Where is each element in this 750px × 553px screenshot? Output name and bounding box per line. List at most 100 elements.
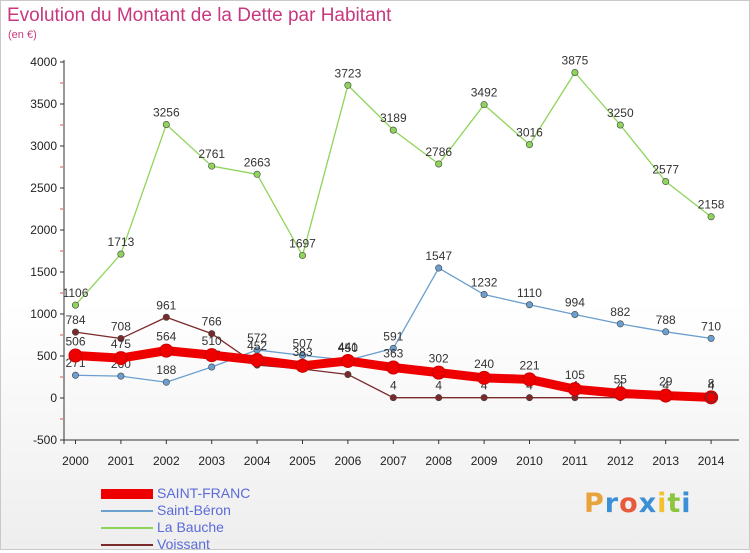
data-label-saint-franc: 383 — [292, 345, 312, 359]
data-point-voissant — [162, 313, 170, 321]
data-point-voissant — [72, 328, 80, 336]
data-label-voissant: 766 — [202, 315, 222, 329]
data-point-saint-franc — [250, 353, 265, 368]
data-point-la-bauche — [662, 178, 670, 186]
data-label-saint-b-ron: 450 — [338, 341, 358, 355]
y-tick-label: 4000 — [30, 55, 57, 69]
data-label-saint-b-ron: 1547 — [425, 249, 452, 263]
proxiti-logo: Proxiti — [584, 488, 692, 519]
logo-letter: i — [657, 488, 668, 519]
x-tick-label: 2013 — [652, 454, 679, 468]
data-label-saint-b-ron: 507 — [292, 336, 312, 350]
y-tick-label: 2500 — [30, 181, 57, 195]
data-label-saint-b-ron: 710 — [701, 319, 721, 333]
y-tick-label: 1500 — [30, 265, 57, 279]
data-point-saint-franc — [477, 370, 492, 385]
x-tick-label: 2001 — [108, 454, 135, 468]
data-label-saint-franc: 29 — [659, 375, 673, 389]
data-label-la-bauche: 1713 — [108, 235, 135, 249]
data-label-voissant: 961 — [156, 298, 176, 312]
data-label-saint-franc: 8 — [708, 376, 715, 390]
data-label-voissant: 708 — [111, 320, 131, 334]
data-label-la-bauche: 2786 — [425, 145, 452, 159]
data-label-voissant: 4 — [617, 379, 624, 393]
x-tick-label: 2004 — [244, 454, 271, 468]
data-label-voissant: 4 — [390, 379, 397, 393]
data-label-la-bauche: 2158 — [698, 198, 725, 212]
data-label-la-bauche: 2761 — [198, 147, 225, 161]
x-tick-label: 2009 — [471, 454, 498, 468]
data-label-saint-franc: 506 — [65, 334, 85, 348]
data-point-saint-b-ron — [72, 371, 80, 379]
data-label-la-bauche: 3492 — [471, 86, 498, 100]
legend-label: La Bauche — [157, 519, 224, 535]
data-point-saint-b-ron — [117, 372, 125, 380]
logo-letter: x — [638, 488, 658, 519]
data-point-voissant — [435, 394, 443, 402]
data-point-voissant — [480, 394, 488, 402]
data-point-la-bauche — [616, 121, 624, 129]
data-point-la-bauche — [571, 69, 579, 77]
data-label-saint-franc: 240 — [474, 357, 494, 371]
data-point-la-bauche — [525, 141, 533, 149]
data-point-voissant — [117, 335, 125, 343]
legend-label: Voissant — [157, 536, 210, 552]
data-point-voissant — [389, 394, 397, 402]
data-label-saint-franc: 105 — [565, 368, 585, 382]
data-label-la-bauche: 1697 — [289, 236, 316, 250]
data-label-saint-franc: 441 — [338, 340, 358, 354]
data-label-voissant: 784 — [65, 313, 85, 327]
data-point-saint-franc — [68, 348, 83, 363]
data-point-la-bauche — [208, 162, 216, 170]
data-label-saint-franc: 564 — [156, 330, 176, 344]
data-point-saint-franc — [522, 372, 537, 387]
data-label-saint-franc: 452 — [247, 339, 267, 353]
data-point-saint-b-ron — [208, 363, 216, 371]
x-tick-label: 2002 — [153, 454, 180, 468]
data-point-saint-franc — [340, 353, 355, 368]
y-tick-label: 2000 — [30, 223, 57, 237]
x-tick-label: 2014 — [698, 454, 725, 468]
logo-letter: r — [604, 488, 620, 519]
data-label-la-bauche: 2663 — [244, 155, 271, 169]
data-label-saint-franc: 363 — [383, 347, 403, 361]
data-point-saint-b-ron — [662, 328, 670, 336]
data-label-saint-b-ron: 882 — [610, 305, 630, 319]
data-point-voissant — [208, 330, 216, 338]
logo-letter: P — [584, 488, 605, 519]
data-label-la-bauche: 3723 — [335, 66, 362, 80]
data-point-la-bauche — [344, 81, 352, 89]
data-point-la-bauche — [298, 251, 306, 259]
data-point-saint-franc — [613, 386, 628, 401]
x-tick-label: 2012 — [607, 454, 634, 468]
data-label-la-bauche: 3875 — [562, 54, 589, 68]
data-point-saint-b-ron — [162, 378, 170, 386]
legend-label: Saint-Béron — [157, 502, 231, 518]
data-label-la-bauche: 3189 — [380, 111, 407, 125]
y-tick-label: -500 — [33, 433, 57, 447]
data-point-saint-b-ron — [571, 311, 579, 319]
data-label-voissant: 4 — [662, 379, 669, 393]
end-marker-saint-franc — [705, 391, 717, 403]
data-label-saint-franc: 475 — [111, 337, 131, 351]
chart-subtitle: (en €) — [8, 29, 37, 41]
data-point-saint-franc — [386, 360, 401, 375]
data-label-saint-franc: 55 — [614, 372, 628, 386]
data-point-saint-b-ron — [435, 264, 443, 272]
y-tick-label: 3500 — [30, 97, 57, 111]
data-label-saint-franc: 510 — [202, 334, 222, 348]
data-point-saint-franc — [567, 382, 582, 397]
data-label-la-bauche: 1106 — [63, 286, 89, 300]
data-label-voissant: 4 — [481, 379, 488, 393]
data-point-voissant — [344, 370, 352, 378]
y-tick-label: 3000 — [30, 139, 57, 153]
x-tick-label: 2011 — [562, 454, 588, 468]
legend-swatch — [101, 526, 153, 529]
data-point-saint-b-ron — [616, 320, 624, 328]
logo-letter: i — [681, 488, 692, 519]
data-point-saint-b-ron — [298, 351, 306, 359]
data-point-saint-franc — [159, 343, 174, 358]
x-tick-label: 2000 — [62, 454, 89, 468]
data-point-la-bauche — [117, 250, 125, 258]
data-point-la-bauche — [253, 170, 261, 178]
